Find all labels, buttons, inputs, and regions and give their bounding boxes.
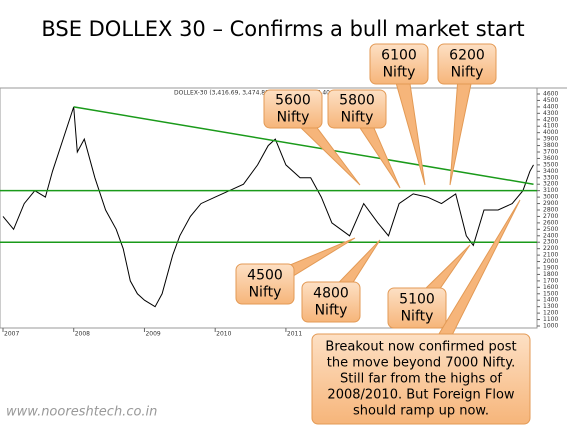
y-tick-label: 1800 xyxy=(543,271,558,278)
y-tick-label: 2000 xyxy=(543,258,558,265)
y-tick-label: 2300 xyxy=(543,239,558,246)
y-tick-label: 4600 xyxy=(543,91,558,98)
x-tick-label: 2010 xyxy=(216,331,231,338)
x-tick-label: 2009 xyxy=(145,331,160,338)
y-tick-label: 3100 xyxy=(543,187,558,194)
callout-text: 6100 xyxy=(381,48,417,64)
y-tick-label: 3800 xyxy=(543,142,558,149)
callout-text: 5800 xyxy=(339,93,375,109)
callout-text: 6200 xyxy=(449,48,485,64)
y-tick-label: 4200 xyxy=(543,116,558,123)
x-tick-label: 2011 xyxy=(287,331,302,338)
callout-text: 5100 xyxy=(399,292,435,308)
y-tick-label: 2800 xyxy=(543,207,558,214)
callout-box xyxy=(387,287,447,329)
callout-text: Nifty xyxy=(315,303,348,319)
y-tick-label: 3600 xyxy=(543,155,558,162)
trend-line xyxy=(73,106,534,185)
y-tick-label: 4000 xyxy=(543,129,558,136)
y-tick-label: 1200 xyxy=(543,310,558,317)
callout-box xyxy=(369,43,429,85)
y-tick-label: 1000 xyxy=(543,323,558,330)
y-tick-label: 2900 xyxy=(543,200,558,207)
callout-text: 4500 xyxy=(247,268,283,284)
callout-box xyxy=(311,333,531,425)
callout-text: Nifty xyxy=(451,65,484,81)
chart-title: BSE DOLLEX 30 – Confirms a bull market s… xyxy=(41,17,524,41)
y-tick-label: 1100 xyxy=(543,316,558,323)
y-tick-label: 4100 xyxy=(543,123,558,130)
y-tick-label: 3200 xyxy=(543,181,558,188)
watermark: www.nooreshtech.co.in xyxy=(6,405,157,420)
y-tick-label: 2100 xyxy=(543,252,558,259)
y-tick-label: 2400 xyxy=(543,232,558,239)
y-tick-label: 2500 xyxy=(543,226,558,233)
callout-text: Nifty xyxy=(401,309,434,325)
callout-text: Still far from the highs of xyxy=(340,372,502,387)
callout-text: the move beyond 7000 Nifty. xyxy=(327,356,515,371)
y-tick-label: 3400 xyxy=(543,168,558,175)
y-tick-label: 1600 xyxy=(543,284,558,291)
callout-text: Nifty xyxy=(277,110,310,126)
y-tick-label: 1700 xyxy=(543,277,558,284)
y-tick-label: 1500 xyxy=(543,290,558,297)
callout-text: 4800 xyxy=(313,286,349,302)
y-tick-label: 3000 xyxy=(543,194,558,201)
y-tick-label: 4500 xyxy=(543,97,558,104)
callout-box xyxy=(301,281,361,323)
x-tick-label: 2008 xyxy=(75,331,90,338)
y-tick-label: 2200 xyxy=(543,245,558,252)
y-tick-label: 3900 xyxy=(543,136,558,143)
y-tick-label: 1900 xyxy=(543,265,558,272)
y-tick-label: 4300 xyxy=(543,110,558,117)
callout-text: Nifty xyxy=(341,110,374,126)
callout-text: Breakout now confirmed post xyxy=(325,340,516,355)
y-tick-label: 3500 xyxy=(543,161,558,168)
callout-text: 5600 xyxy=(275,93,311,109)
x-tick-label: 2007 xyxy=(4,331,19,338)
y-tick-label: 3300 xyxy=(543,174,558,181)
y-tick-label: 2600 xyxy=(543,219,558,226)
y-tick-label: 1300 xyxy=(543,303,558,310)
callout-text: Nifty xyxy=(249,285,282,301)
price-line xyxy=(2,106,534,308)
callout-text: 2008/2010. But Foreign Flow xyxy=(327,388,515,403)
callout-box xyxy=(327,89,387,129)
callout-box xyxy=(235,263,295,305)
y-tick-label: 2700 xyxy=(543,213,558,220)
y-tick-label: 3700 xyxy=(543,149,558,156)
y-tick-label: 1400 xyxy=(543,297,558,304)
y-tick-label: 4400 xyxy=(543,103,558,110)
callout-text: Nifty xyxy=(383,65,416,81)
callout-box xyxy=(263,89,323,129)
callout-box xyxy=(437,43,497,85)
callout-text: should ramp up now. xyxy=(353,404,489,419)
